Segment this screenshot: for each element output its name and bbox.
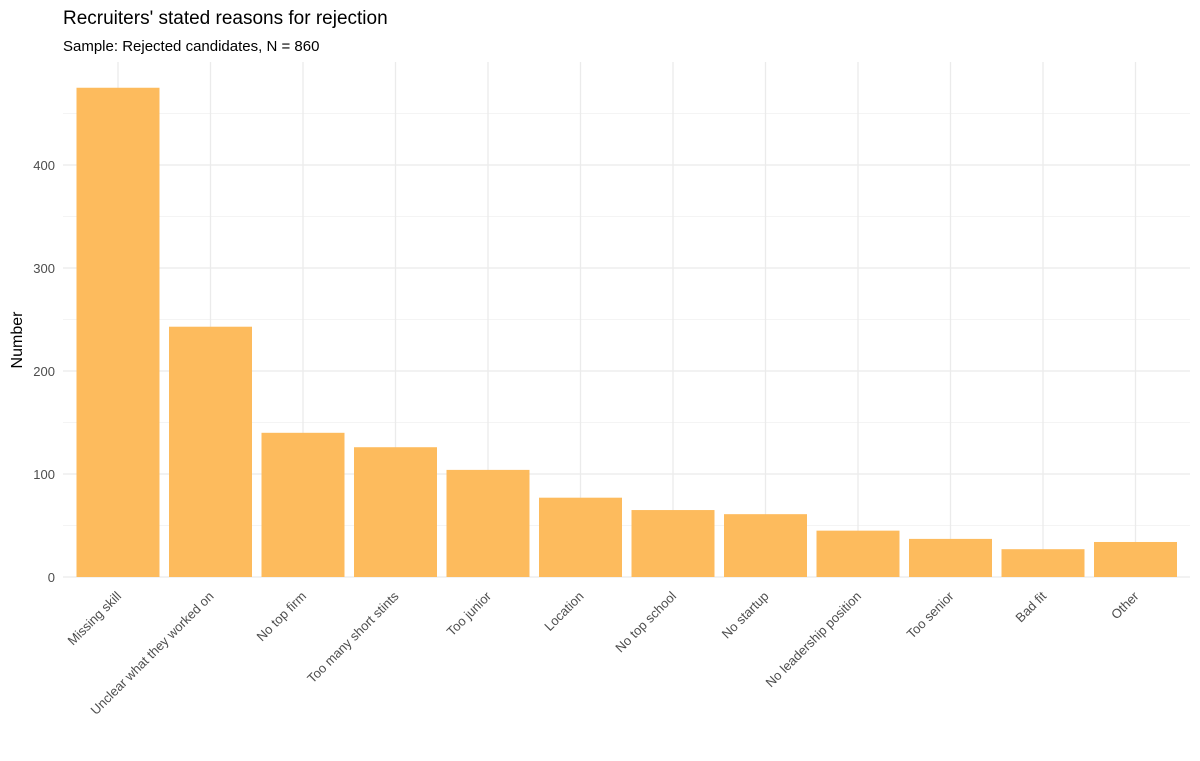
- bar: [909, 538, 992, 577]
- x-tick-label: No top school: [612, 588, 679, 655]
- x-tick-label: Other: [1108, 588, 1142, 622]
- bar: [1001, 549, 1085, 577]
- y-tick-label: 400: [33, 158, 55, 173]
- x-tick-label: No top firm: [254, 589, 310, 645]
- bar: [261, 432, 345, 577]
- chart-subtitle: Sample: Rejected candidates, N = 860: [63, 38, 319, 55]
- bar: [169, 326, 252, 577]
- y-axis-label: Number: [9, 311, 26, 369]
- x-tick-label: Too senior: [904, 588, 957, 641]
- bar: [1094, 541, 1177, 577]
- y-tick-label: 0: [48, 570, 55, 585]
- x-tick-label: Too many short stints: [304, 588, 402, 686]
- x-tick-label: Bad fit: [1012, 588, 1049, 625]
- y-tick-label: 100: [33, 467, 55, 482]
- x-tick-label: Too junior: [444, 588, 495, 639]
- x-tick-label: Location: [541, 589, 586, 634]
- bar: [724, 514, 807, 577]
- chart-title: Recruiters' stated reasons for rejection: [63, 8, 388, 29]
- x-tick-label: No startup: [719, 589, 772, 642]
- bar: [354, 447, 437, 577]
- y-tick-label: 300: [33, 261, 55, 276]
- bar: [816, 530, 900, 577]
- x-tick-label: No leadership position: [763, 589, 865, 691]
- y-tick-label: 200: [33, 364, 55, 379]
- bar: [446, 469, 530, 577]
- bar: [76, 87, 160, 577]
- x-tick-label: Missing skill: [64, 588, 124, 648]
- bar: [631, 510, 715, 577]
- bar: [539, 497, 622, 577]
